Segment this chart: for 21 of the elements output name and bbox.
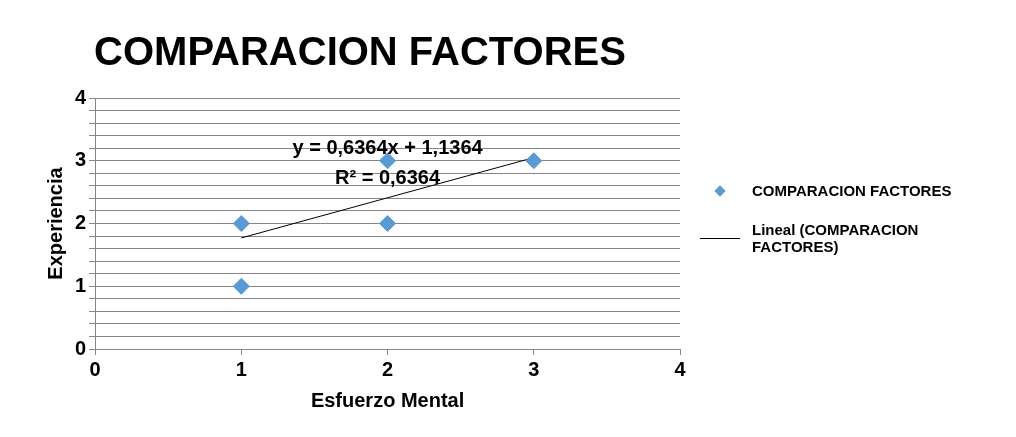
x-tick-label: 2 xyxy=(382,357,394,380)
chart-title: COMPARACION FACTORES xyxy=(94,29,626,74)
y-tick-label: 1 xyxy=(75,273,87,296)
x-tick-label: 3 xyxy=(528,357,540,380)
x-axis-title: Esfuerzo Mental xyxy=(310,388,465,411)
legend-label: COMPARACION FACTORES xyxy=(752,182,952,199)
y-axis-title: Experiencia xyxy=(43,166,66,280)
x-tick-label: 4 xyxy=(674,357,687,380)
x-tick-label: 1 xyxy=(235,357,247,380)
point xyxy=(379,215,397,232)
legend-label: Lineal (COMPARACION FACTORES) xyxy=(752,221,920,255)
y-tick-label: 2 xyxy=(75,211,87,234)
y-tick-label: 0 xyxy=(75,336,87,359)
point xyxy=(232,215,250,232)
y-tick-label: 3 xyxy=(75,148,87,171)
point xyxy=(525,152,543,170)
x-tick-label: 0 xyxy=(89,357,101,380)
point xyxy=(232,277,250,295)
annotation: y = 0,6364x + 1,1364 xyxy=(292,135,484,158)
y-tick-label: 4 xyxy=(75,85,87,108)
annotation: R² = 0,6364 xyxy=(335,165,441,188)
